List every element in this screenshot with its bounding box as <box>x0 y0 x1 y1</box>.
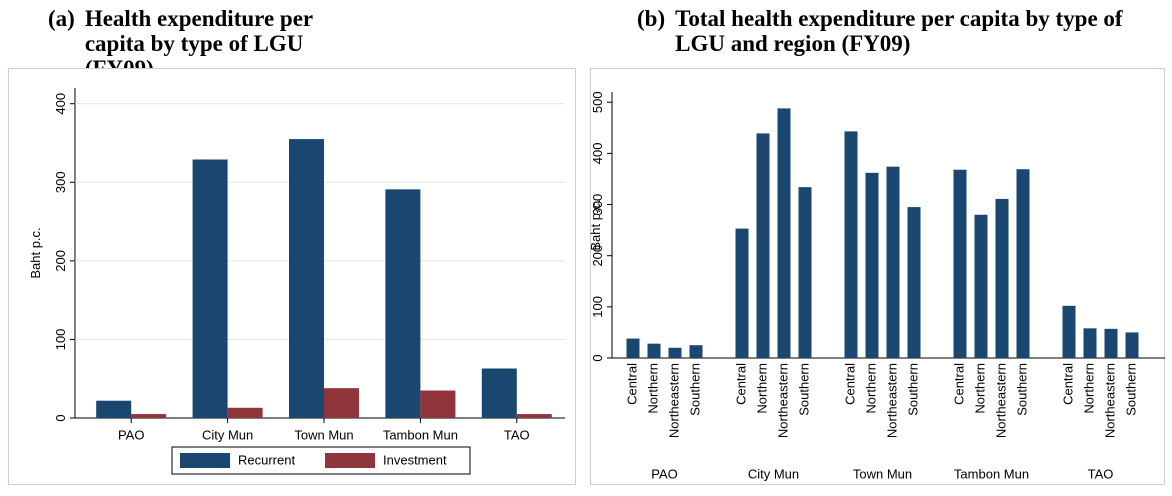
x-tick-label: Central <box>624 363 639 405</box>
x-tick-label: PAO <box>118 427 145 442</box>
bar <box>844 131 858 358</box>
bar <box>131 414 167 418</box>
group-label: Town Mun <box>853 466 912 481</box>
bar <box>1104 328 1118 358</box>
x-tick-label: Northern <box>1081 363 1096 414</box>
y-tick-label: 400 <box>53 93 68 115</box>
bar <box>1083 328 1097 358</box>
bar <box>777 108 791 358</box>
x-tick-label: Northern <box>754 363 769 414</box>
panel-label: (b) <box>637 6 666 31</box>
x-tick-label: City Mun <box>202 427 253 442</box>
x-tick-label: Central <box>842 363 857 405</box>
bar <box>420 390 456 418</box>
x-tick-label: Tambon Mun <box>383 427 458 442</box>
group-label: City Mun <box>748 466 799 481</box>
bar <box>865 172 879 358</box>
group-label: PAO <box>651 466 678 481</box>
bar <box>886 166 900 358</box>
bar <box>756 133 770 358</box>
bar <box>953 169 967 358</box>
x-tick-label: Northeastern <box>1102 363 1117 438</box>
group-label: Tambon Mun <box>954 466 1029 481</box>
x-tick-label: Central <box>1060 363 1075 405</box>
x-tick-label: Southern <box>796 363 811 416</box>
group-label: TAO <box>1088 466 1114 481</box>
x-tick-label: Southern <box>1014 363 1029 416</box>
bar <box>289 139 324 419</box>
x-tick-label: Central <box>951 363 966 405</box>
y-tick-label: 300 <box>53 171 68 193</box>
x-tick-label: Northern <box>972 363 987 414</box>
y-axis-label: Baht p.c. <box>588 199 603 250</box>
title-a: (a) Health expenditure per capita by typ… <box>48 6 378 81</box>
chart-title: Total health expenditure per capita by t… <box>675 6 1123 56</box>
legend-label: Recurrent <box>238 452 295 467</box>
bar <box>192 159 228 418</box>
bar <box>626 338 640 358</box>
x-tick-label: Northern <box>863 363 878 414</box>
x-tick-label: Northeastern <box>775 363 790 438</box>
y-tick-label: 0 <box>53 414 68 421</box>
y-tick-label: 200 <box>590 245 605 267</box>
y-axis-label: Baht p.c. <box>28 227 43 278</box>
y-tick-label: 0 <box>590 354 605 361</box>
x-tick-label: Town Mun <box>294 427 353 442</box>
bar <box>1062 305 1076 358</box>
bar <box>1125 332 1139 358</box>
x-tick-label: Northeastern <box>884 363 899 438</box>
bar <box>995 198 1009 358</box>
chart-title: Health expenditure per capita by type of… <box>84 6 313 81</box>
title-b: (b) Total health expenditure per capita … <box>637 6 1137 56</box>
x-tick-label: Northeastern <box>993 363 1008 438</box>
bar <box>647 343 661 358</box>
y-tick-label: 300 <box>590 194 605 216</box>
bar <box>385 189 421 418</box>
x-tick-label: Southern <box>687 363 702 416</box>
x-tick-label: Northern <box>645 363 660 414</box>
bar <box>974 214 988 358</box>
x-tick-label: Central <box>733 363 748 405</box>
legend-swatch <box>325 453 375 468</box>
bar <box>324 388 359 418</box>
bar <box>907 207 921 358</box>
bar <box>96 400 132 418</box>
bar <box>516 414 552 418</box>
x-tick-label: Northeastern <box>666 363 681 438</box>
y-tick-label: 400 <box>590 143 605 165</box>
x-tick-label: TAO <box>504 427 530 442</box>
bar <box>798 187 812 358</box>
y-tick-label: 200 <box>53 250 68 272</box>
bar <box>481 368 517 418</box>
y-tick-label: 500 <box>590 91 605 113</box>
bar <box>689 345 703 358</box>
bar <box>668 347 682 358</box>
legend-swatch <box>180 453 230 468</box>
x-tick-label: Southern <box>1123 363 1138 416</box>
y-tick-label: 100 <box>590 296 605 318</box>
bar <box>735 228 749 358</box>
y-tick-label: 100 <box>53 329 68 351</box>
x-tick-label: Southern <box>905 363 920 416</box>
legend-label: Investment <box>383 452 447 467</box>
panel-label: (a) <box>48 6 75 31</box>
bar <box>1016 169 1030 358</box>
bar <box>227 407 263 418</box>
